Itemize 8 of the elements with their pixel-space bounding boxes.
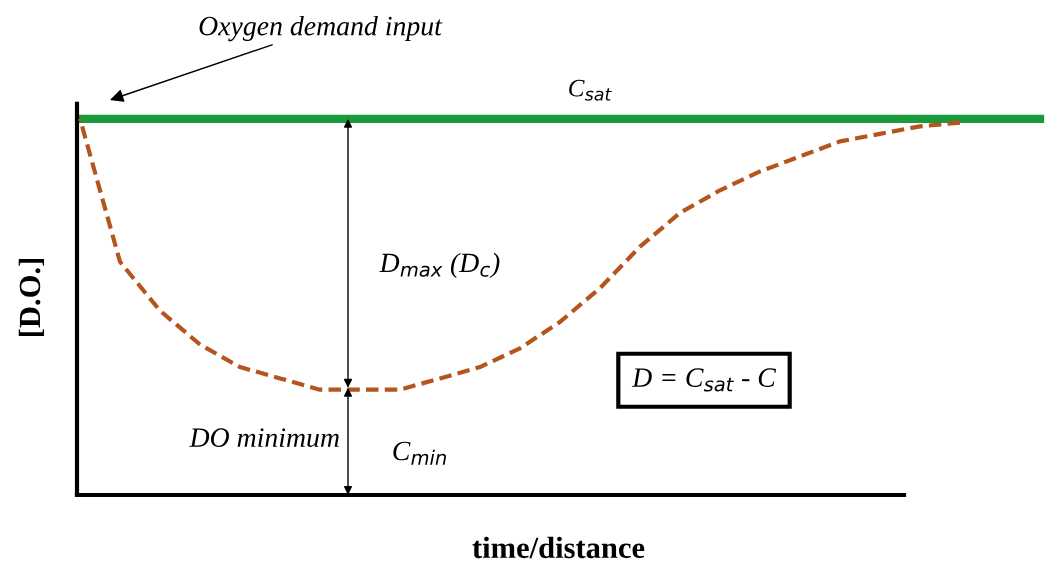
annotation: D$_{max}$ (D$_{c}$) bbox=[379, 252, 500, 278]
text: Oxygen demand input bbox=[199, 15, 443, 42]
annotation: DO minimum bbox=[189, 428, 339, 448]
y-axis-title: [D.O.] bbox=[18, 259, 45, 336]
series-label: C$_{sat}$ bbox=[569, 79, 612, 101]
annotation: D = C$_{sat}$ - C bbox=[631, 368, 777, 392]
annotation: C$_{min}$ bbox=[393, 441, 446, 465]
x-axis-title: time/distance bbox=[472, 536, 645, 559]
